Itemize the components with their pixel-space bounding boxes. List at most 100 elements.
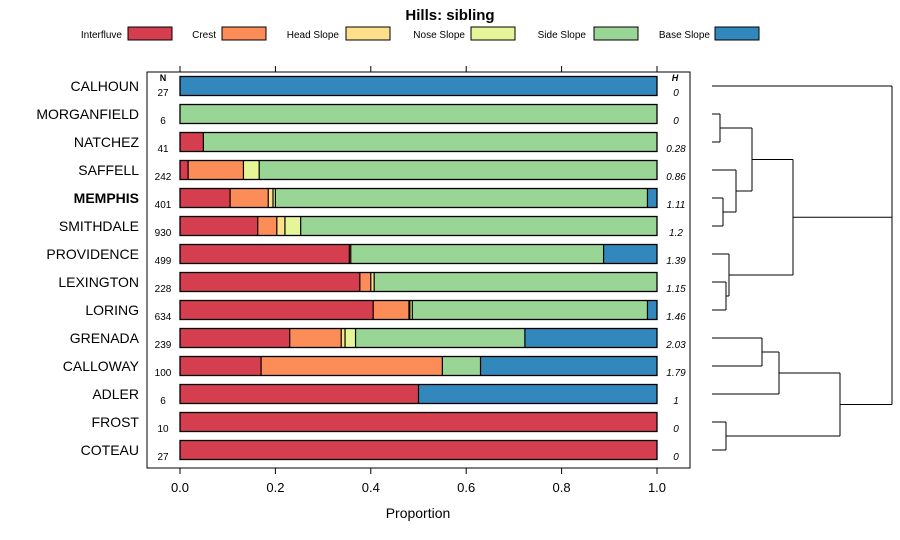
bar-segment-interfluve (180, 244, 350, 264)
bar-segment-nose-slope (273, 188, 276, 208)
bar-segment-interfluve (180, 216, 258, 236)
bar-outline (179, 75, 658, 97)
row-n-value: 27 (157, 452, 169, 463)
row-saffell: SAFFELL 242 0.86 (78, 159, 686, 183)
bar-segment-interfluve (180, 356, 262, 376)
bar-segment-base-slope (647, 188, 657, 208)
x-tick-label: 1.0 (648, 480, 666, 495)
row-lexington: LEXINGTON 228 1.15 (58, 271, 686, 295)
row-h-value: 1.79 (666, 368, 686, 379)
row-label: CALLOWAY (63, 358, 140, 374)
plot-frame (146, 71, 691, 469)
row-natchez: NATCHEZ 41 0.28 (74, 131, 686, 155)
row-label: PROVIDENCE (46, 246, 139, 262)
row-label: CALHOUN (71, 78, 139, 94)
row-label: COTEAU (81, 442, 139, 458)
row-label: SAFFELL (78, 162, 139, 178)
bar-segment-nose-slope (284, 216, 301, 236)
row-label: FROST (92, 414, 140, 430)
bar-outline (179, 215, 658, 237)
row-label: NATCHEZ (74, 134, 140, 150)
row-h-value: 1 (673, 396, 679, 407)
row-n-value: 10 (157, 424, 169, 435)
bar-segment-crest (373, 300, 409, 320)
row-h-value: 2.03 (665, 340, 686, 351)
bar-segment-crest (261, 356, 443, 376)
legend-label: Head Slope (287, 30, 340, 41)
row-loring: LORING 634 1.46 (85, 299, 686, 323)
bar-segment-side-slope (374, 272, 657, 292)
row-memphis: MEMPHIS 401 1.11 (74, 187, 685, 211)
row-n-value: 239 (155, 340, 172, 351)
row-label: SMITHDALE (59, 218, 139, 234)
bar-segment-side-slope (203, 132, 658, 152)
bar-segment-side-slope (180, 104, 657, 124)
bar-outline (179, 327, 658, 349)
row-h-value: 0.86 (666, 172, 686, 183)
row-label: LORING (85, 302, 139, 318)
bar-segment-head-slope (370, 272, 375, 292)
x-tick-label: 0.6 (457, 480, 475, 495)
bar-segment-head-slope (341, 328, 346, 348)
row-calloway: CALLOWAY 100 1.79 (63, 355, 686, 379)
row-n-value: 242 (155, 172, 172, 183)
row-h-value: 0 (673, 116, 679, 127)
bar-segment-side-slope (300, 216, 657, 236)
row-h-value: 0 (673, 424, 679, 435)
bar-segment-base-slope (180, 76, 657, 96)
bar-segment-head-slope (268, 188, 274, 208)
row-n-value: 401 (155, 200, 172, 211)
row-h-value: 1.46 (666, 312, 686, 323)
bar-segment-nose-slope (409, 300, 413, 320)
bar-segment-nose-slope (345, 328, 356, 348)
bar-segment-head-slope (276, 216, 285, 236)
bar-outline (179, 439, 658, 461)
x-tick-label: 0.4 (362, 480, 380, 495)
bar-outline (179, 103, 658, 125)
legend-swatch (593, 26, 639, 41)
legend-swatch (127, 26, 173, 41)
row-n-value: 499 (155, 256, 172, 267)
bar-segment-crest (188, 160, 244, 180)
x-tick-label: 0.2 (266, 480, 284, 495)
bar-segment-interfluve (180, 328, 290, 348)
bar-segment-side-slope (275, 188, 648, 208)
row-n-value: 6 (160, 396, 166, 407)
bar-outline (179, 159, 658, 181)
bar-outline (179, 411, 658, 433)
row-label: LEXINGTON (58, 274, 139, 290)
bar-segment-crest (289, 328, 342, 348)
bar-segment-interfluve (180, 272, 360, 292)
row-morganfield: MORGANFIELD 6 0 (36, 103, 679, 127)
row-label: GRENADA (70, 330, 140, 346)
row-frost: FROST 10 0 (92, 411, 679, 435)
bar-segment-crest (257, 216, 277, 236)
row-n-value: 634 (155, 312, 172, 323)
row-coteau: COTEAU 27 0 (81, 439, 679, 463)
row-h-value: 0 (673, 452, 679, 463)
legend-label: Side Slope (538, 30, 587, 41)
x-tick-label: 0.0 (171, 480, 189, 495)
bar-outline (179, 355, 658, 377)
legend: Interfluve Crest Head Slope Nose Slope Side … (81, 26, 760, 41)
row-providence: PROVIDENCE 499 1.39 (46, 243, 686, 267)
bar-rows: CALHOUN 27 0 MORGANFIELD 6 0 NATCHEZ 41 0.28 SAFF… (36, 75, 686, 463)
row-h-value: 0.28 (666, 144, 686, 155)
row-n-value: 228 (155, 284, 172, 295)
x-axis: 0.0 0.2 0.4 0.6 0.8 1.0 (171, 66, 666, 495)
row-n-value: 100 (155, 368, 172, 379)
legend-swatch (345, 26, 391, 41)
row-label: MEMPHIS (74, 190, 139, 206)
bar-segment-base-slope (647, 300, 657, 320)
bar-outline (179, 131, 658, 153)
bar-outline (179, 383, 658, 405)
legend-label: Base Slope (659, 30, 711, 41)
row-adler: ADLER 6 1 (92, 383, 679, 407)
legend-label: Crest (192, 30, 216, 41)
bar-outline (179, 187, 658, 209)
bar-segment-side-slope (350, 244, 604, 264)
bar-segment-interfluve (180, 300, 374, 320)
bar-outline (179, 243, 658, 265)
bar-segment-crest (349, 244, 351, 264)
